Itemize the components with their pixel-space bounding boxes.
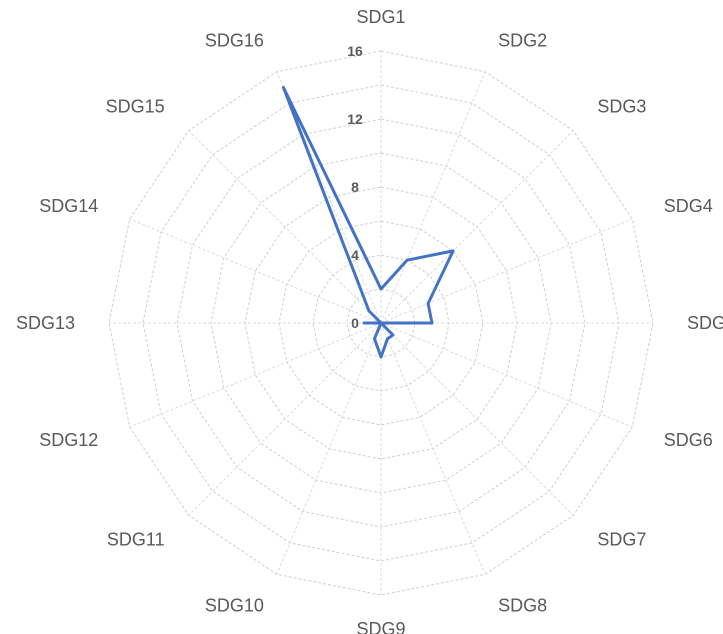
category-label: SDG10 <box>205 596 264 616</box>
grid-spoke <box>188 322 382 516</box>
grid-spoke <box>380 322 574 516</box>
grid-ring <box>176 118 586 528</box>
category-label: SDG15 <box>106 97 165 117</box>
grid-spoke <box>276 322 382 575</box>
category-label: SDG9 <box>356 619 405 634</box>
grid-ring <box>244 186 518 460</box>
grid-ring <box>108 50 654 596</box>
category-label: SDG4 <box>664 196 713 216</box>
grid-spoke <box>129 218 382 324</box>
category-label: SDG1 <box>356 7 405 27</box>
category-label: SDG16 <box>205 30 264 50</box>
grid-ring <box>278 220 484 426</box>
category-label: SDG11 <box>107 529 165 549</box>
category-label: SDG14 <box>39 196 98 216</box>
grid-spoke <box>380 322 486 575</box>
grid-spoke <box>380 71 486 324</box>
tick-label: 0 <box>351 315 359 331</box>
tick-label: 4 <box>351 247 359 263</box>
grid-spoke <box>380 130 574 324</box>
category-label: SDG3 <box>597 97 646 117</box>
tick-label: 12 <box>347 111 363 127</box>
series-line <box>281 85 455 359</box>
category-labels: SDG1 SDG2 SDG3 SDG4 SDG5 SDG6 SDG7 SDG8 SDG9 SDG1… <box>16 7 723 634</box>
grid-spoke <box>188 130 382 324</box>
series-layer <box>281 85 455 359</box>
category-label: SDG6 <box>664 430 713 450</box>
category-label: SDG13 <box>16 313 75 333</box>
grid-spoke <box>129 322 382 428</box>
grid-spoke <box>380 218 633 324</box>
tick-label: 16 <box>347 43 363 59</box>
category-label: SDG5 <box>687 313 723 333</box>
category-label: SDG2 <box>498 30 547 50</box>
category-label: SDG8 <box>498 596 547 616</box>
tick-label: 8 <box>351 179 359 195</box>
category-label: SDG7 <box>597 529 646 549</box>
category-label: SDG12 <box>39 430 98 450</box>
grid-spoke <box>380 322 633 428</box>
tick-labels: 0 4 8 12 16 <box>347 43 363 331</box>
